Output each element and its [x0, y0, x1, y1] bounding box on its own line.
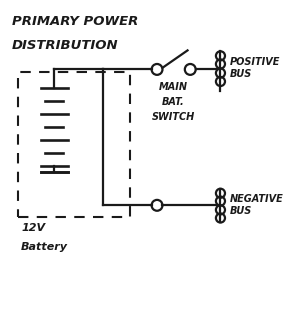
Text: 12V: 12V [21, 224, 45, 233]
Text: BUS: BUS [230, 206, 252, 216]
Text: MAIN: MAIN [159, 82, 188, 91]
Text: POSITIVE: POSITIVE [230, 57, 280, 67]
Text: SWITCH: SWITCH [152, 112, 195, 122]
Bar [18, 73, 130, 217]
Text: Battery: Battery [21, 241, 68, 252]
Text: NEGATIVE: NEGATIVE [230, 194, 283, 204]
Text: DISTRIBUTION: DISTRIBUTION [12, 39, 119, 52]
Text: BAT.: BAT. [162, 97, 185, 106]
Text: BUS: BUS [230, 69, 252, 79]
Text: PRIMARY POWER: PRIMARY POWER [12, 15, 138, 28]
